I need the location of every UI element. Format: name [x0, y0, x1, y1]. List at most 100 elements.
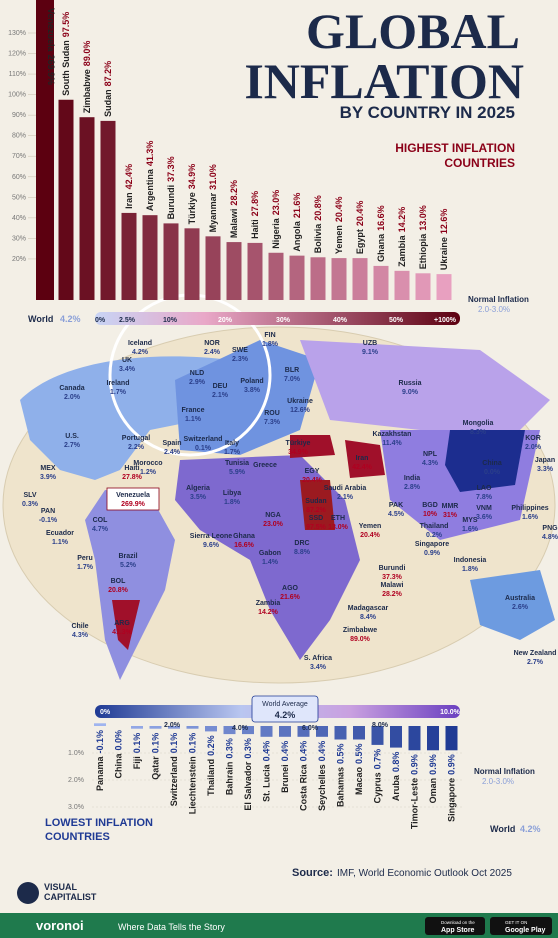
map-label: Ecuador 1.1% [46, 530, 74, 546]
bar [184, 228, 200, 300]
bar [36, 0, 54, 300]
map-label: DEU 2.1% [212, 383, 229, 399]
map-label: Iceland 4.2% [128, 340, 152, 356]
bar-label: China 0.0% [114, 730, 124, 779]
country-name: Australia [505, 595, 535, 602]
bar [353, 726, 365, 740]
y-tick-label: 110% [9, 71, 26, 78]
value-label: 0.5% [354, 744, 364, 765]
bar-label: Macao 0.5% [354, 744, 364, 796]
scale-label: 2.5% [119, 317, 136, 324]
country-name: ETH [331, 515, 345, 522]
country-value: 3.5% [190, 494, 207, 501]
bar [408, 726, 421, 751]
china [445, 430, 525, 492]
country-value: 8.4% [360, 614, 377, 621]
country-value: 2.4% [164, 449, 181, 456]
y-tick-label: 3.0% [68, 804, 84, 811]
country-name: NOR [204, 340, 220, 347]
country-value: 0.2% [426, 532, 443, 539]
country-value: 2.1% [337, 494, 354, 501]
country-name: Yemen [359, 523, 382, 530]
value-label: 12.6% [439, 209, 449, 235]
bar [142, 215, 158, 300]
country-name: MEX [40, 465, 56, 472]
country-value: 1.6% [462, 526, 479, 533]
label-box [106, 487, 160, 511]
scale-label: 6.0% [302, 725, 319, 732]
country-value: 16.6% [234, 542, 255, 549]
bar-label: Egypt 20.4% [355, 201, 365, 255]
country-value: 2.6% [512, 604, 529, 611]
source-label: Source: [292, 867, 333, 879]
map-label: DRC 8.8% [294, 540, 311, 556]
y-tick-label: 50% [12, 194, 26, 201]
map-label: COL 4.7% [92, 517, 109, 533]
bar [100, 120, 116, 300]
bar [310, 257, 326, 300]
value-label: 20.8% [313, 195, 323, 221]
country-name: Aruba [391, 774, 401, 801]
country-value: 7.8% [476, 494, 493, 501]
y-tick-label: 2.0% [68, 777, 84, 784]
y-tick-label: 120% [8, 51, 26, 58]
country-name: China [482, 460, 502, 467]
bar [445, 726, 458, 751]
value-label: 41.3% [145, 141, 155, 167]
country-value: 13.0% [328, 524, 349, 531]
bar [373, 265, 389, 300]
country-value: 21.6% [280, 594, 301, 601]
map-label: Tunisia 5.9% [225, 460, 249, 476]
scale-label: 30% [276, 317, 291, 324]
country-value: 4.2% [132, 349, 149, 356]
map-label: Libya 1.8% [223, 490, 241, 506]
app-store-badge[interactable] [425, 917, 485, 935]
europe [175, 340, 320, 455]
value-label: 0.9% [410, 754, 420, 775]
value-label: 37.3% [166, 156, 176, 182]
map-label: NLD 2.9% [189, 370, 206, 386]
country-value: 4.3% [422, 460, 439, 467]
country-name: BLR [285, 367, 299, 374]
country-name: Tunisia [225, 460, 249, 467]
value-label: 20.4% [334, 197, 344, 223]
bar-label: Venezuela 269.9% [46, 8, 56, 85]
map-label: UZB 9.1% [362, 340, 379, 356]
country-value: 27.8% [122, 474, 143, 481]
country-name: Singapore [447, 778, 457, 822]
google-play-badge[interactable] [490, 917, 552, 935]
country-name: Japan [535, 457, 555, 464]
tagline: Where Data Tells the Story [118, 922, 225, 932]
map-label: NGA 23.0% [263, 512, 284, 528]
country-value: 1.6% [522, 514, 539, 521]
country-value: 2.4% [204, 349, 221, 356]
section-title: HIGHEST INFLATION [395, 141, 515, 155]
country-name: Seychelles [317, 764, 327, 811]
voronoi: voronoi [36, 918, 84, 933]
country-name: Sierra Leone [190, 533, 233, 540]
subtitle: BY COUNTRY IN 2025 [340, 103, 515, 122]
bar [79, 117, 95, 300]
country-value: -0.1% [39, 517, 58, 524]
country-value: 5.2% [120, 562, 137, 569]
bar-label: South Sudan 97.5% [61, 12, 71, 96]
scale-label: 0% [100, 709, 111, 716]
world-average-box [251, 695, 319, 723]
value-label: 21.6% [292, 193, 302, 219]
country-name: Russia [399, 380, 422, 387]
value-label: 0.4% [262, 741, 272, 762]
y-tick-label: 30% [12, 235, 26, 242]
normal-range: 2.0-3.0% [478, 305, 510, 314]
y-tick-label: 90% [12, 112, 26, 119]
country-name: Iran [356, 455, 369, 462]
value-label: 0.8% [391, 752, 401, 773]
map-label: Morocco 1.2% [133, 460, 162, 476]
country-name: Bahamas [336, 767, 346, 807]
bar [94, 723, 106, 726]
country-name: Malawi [381, 582, 404, 589]
country-value: 42.4% [352, 464, 373, 471]
map-label: EGY 20.4% [302, 468, 323, 484]
bar-label: Timor-Leste 0.9% [410, 754, 420, 829]
country-name: Indonesia [454, 557, 487, 564]
map-label: VNM 3.6% [476, 505, 493, 521]
